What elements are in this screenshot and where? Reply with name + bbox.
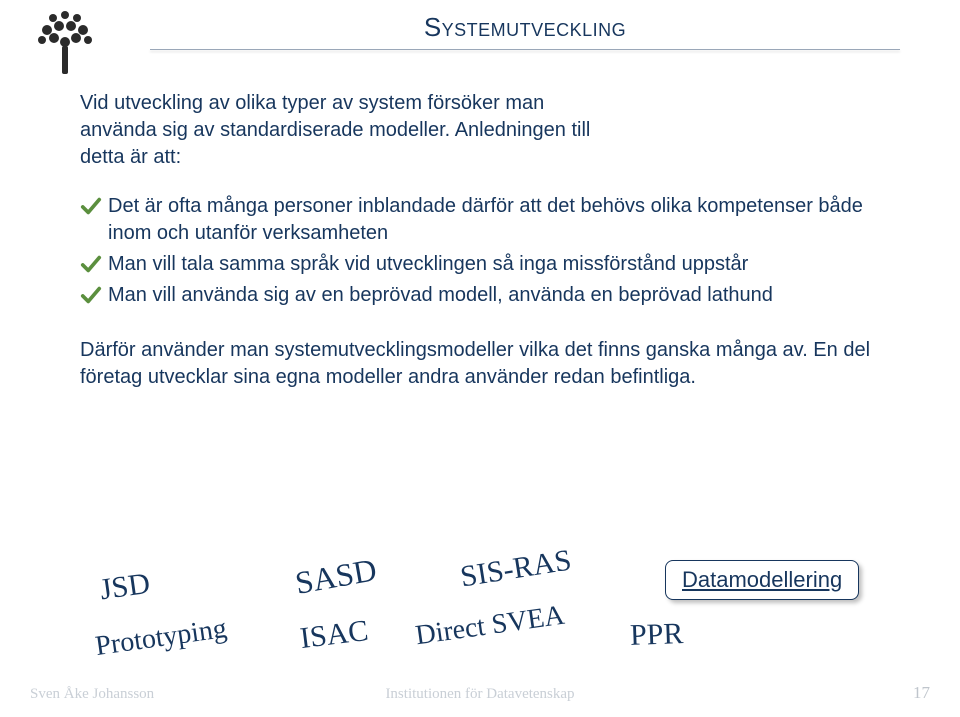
label-direct-svea: Direct SVEA bbox=[414, 600, 567, 653]
label-sisras: SIS-RAS bbox=[458, 543, 574, 594]
footer-page-number: 17 bbox=[913, 683, 930, 703]
label-ppr: PPR bbox=[629, 617, 684, 653]
slide: Systemutveckling Vid utveckling av olika… bbox=[0, 0, 960, 717]
label-sasd: SASD bbox=[292, 551, 379, 602]
tree-logo-icon bbox=[30, 8, 100, 78]
bullet-text: Man vill använda sig av en beprövad mode… bbox=[108, 284, 773, 306]
check-icon bbox=[80, 284, 102, 306]
intro-paragraph: Vid utveckling av olika typer av system … bbox=[80, 90, 890, 171]
slide-title: Systemutveckling bbox=[150, 12, 900, 43]
check-icon bbox=[80, 195, 102, 217]
label-prototyping: Prototyping bbox=[93, 613, 228, 663]
conclusion-paragraph: Därför använder man systemutvecklingsmod… bbox=[80, 337, 890, 391]
title-bar: Systemutveckling bbox=[150, 12, 900, 50]
check-icon bbox=[80, 253, 102, 275]
bullet-text: Det är ofta många personer inblandade dä… bbox=[108, 195, 863, 244]
intro-line-4: detta är att: bbox=[80, 146, 181, 168]
title-underline bbox=[150, 49, 900, 50]
intro-line-2: använda sig av standardiserade modeller. bbox=[80, 119, 450, 141]
datamodellering-box: Datamodellering bbox=[665, 560, 859, 600]
bullet-item: Man vill tala samma språk vid utveckling… bbox=[80, 251, 890, 278]
label-jsd: JSD bbox=[98, 567, 152, 608]
bullet-item: Man vill använda sig av en beprövad mode… bbox=[80, 282, 890, 309]
body-content: Vid utveckling av olika typer av system … bbox=[80, 90, 890, 391]
bullet-list: Det är ofta många personer inblandade dä… bbox=[80, 193, 890, 309]
intro-line-1: Vid utveckling av olika typer av system … bbox=[80, 92, 544, 114]
footer-institution: Institutionen för Datavetenskap bbox=[0, 686, 960, 703]
bullet-item: Det är ofta många personer inblandade dä… bbox=[80, 193, 890, 247]
bullet-text: Man vill tala samma språk vid utveckling… bbox=[108, 253, 748, 275]
label-isac: ISAC bbox=[298, 614, 370, 656]
intro-line-3: Anledningen till bbox=[455, 119, 591, 141]
